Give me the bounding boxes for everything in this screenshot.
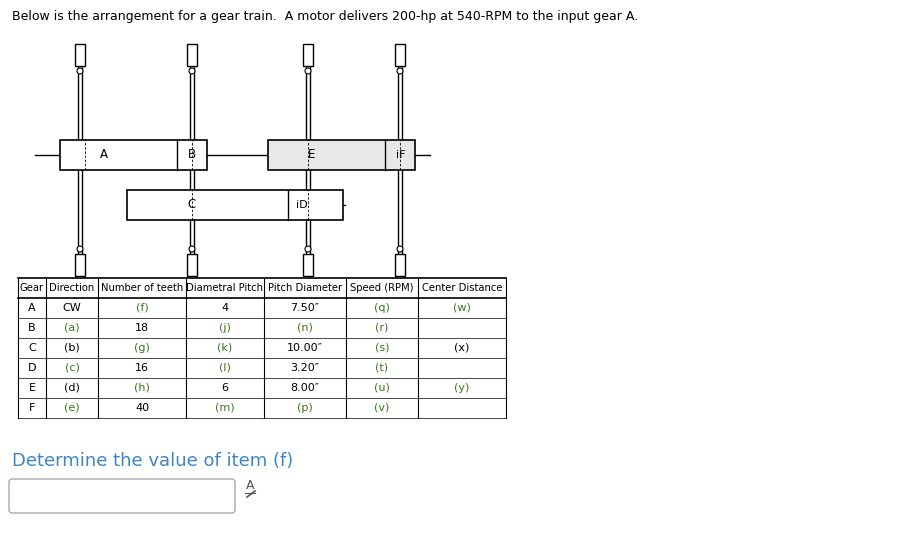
Text: (l): (l) — [219, 363, 231, 373]
Bar — [395, 254, 405, 276]
Text: (r): (r) — [376, 323, 388, 333]
Bar — [60, 140, 207, 170]
Text: D: D — [28, 363, 36, 373]
Text: Gear: Gear — [20, 283, 44, 293]
Text: (j): (j) — [219, 323, 231, 333]
Circle shape — [189, 68, 195, 74]
Text: (u): (u) — [374, 383, 390, 393]
Text: Speed (RPM): Speed (RPM) — [350, 283, 414, 293]
Text: F: F — [29, 403, 35, 413]
FancyBboxPatch shape — [9, 479, 235, 513]
Text: 6: 6 — [222, 383, 229, 393]
Text: (t): (t) — [376, 363, 388, 373]
Text: (e): (e) — [64, 403, 80, 413]
Text: (m): (m) — [215, 403, 235, 413]
Circle shape — [397, 246, 403, 252]
Text: Determine the value of item (f): Determine the value of item (f) — [12, 452, 293, 470]
Bar — [187, 44, 197, 66]
Text: 7.50″: 7.50″ — [290, 303, 320, 313]
Circle shape — [77, 246, 83, 252]
Text: iF: iF — [396, 150, 405, 160]
Text: (b): (b) — [64, 343, 80, 353]
Bar — [395, 44, 405, 66]
Bar — [303, 44, 313, 66]
Text: 18: 18 — [135, 323, 149, 333]
Text: (s): (s) — [375, 343, 389, 353]
Text: (p): (p) — [297, 403, 313, 413]
Text: E: E — [29, 383, 35, 393]
Circle shape — [305, 246, 311, 252]
Bar — [75, 254, 85, 276]
Text: (n): (n) — [297, 323, 313, 333]
Text: B: B — [28, 323, 36, 333]
Text: 3.20″: 3.20″ — [290, 363, 320, 373]
Text: A: A — [28, 303, 36, 313]
Text: (y): (y) — [454, 383, 469, 393]
Text: Number of teeth: Number of teeth — [101, 283, 183, 293]
Text: E: E — [308, 148, 315, 161]
Text: iD: iD — [296, 200, 307, 210]
Text: 40: 40 — [135, 403, 149, 413]
Text: (a): (a) — [64, 323, 80, 333]
Text: (d): (d) — [64, 383, 80, 393]
Text: C: C — [187, 199, 196, 211]
Text: (v): (v) — [374, 403, 390, 413]
Circle shape — [397, 68, 403, 74]
Text: (g): (g) — [134, 343, 150, 353]
Text: 8.00″: 8.00″ — [290, 383, 320, 393]
Text: Pitch Diameter: Pitch Diameter — [268, 283, 342, 293]
Text: 4: 4 — [222, 303, 229, 313]
Bar — [303, 254, 313, 276]
Bar — [268, 140, 415, 170]
Text: (f): (f) — [136, 303, 149, 313]
Circle shape — [77, 68, 83, 74]
Bar — [75, 44, 85, 66]
Text: 16: 16 — [135, 363, 149, 373]
Text: (c): (c) — [65, 363, 79, 373]
Text: A: A — [246, 479, 254, 492]
Text: Diametral Pitch: Diametral Pitch — [187, 283, 263, 293]
Circle shape — [189, 246, 195, 252]
Text: A: A — [100, 148, 108, 161]
Text: Below is the arrangement for a gear train.  A motor delivers 200-hp at 540-RPM t: Below is the arrangement for a gear trai… — [12, 10, 638, 23]
Text: 10.00″: 10.00″ — [287, 343, 323, 353]
Circle shape — [305, 68, 311, 74]
Text: Direction: Direction — [50, 283, 95, 293]
Text: (w): (w) — [453, 303, 471, 313]
Text: B: B — [188, 148, 196, 161]
Text: (x): (x) — [454, 343, 469, 353]
Text: C: C — [28, 343, 36, 353]
Bar — [127, 190, 343, 220]
Text: (k): (k) — [217, 343, 232, 353]
Text: Center Distance: Center Distance — [422, 283, 502, 293]
Bar — [187, 254, 197, 276]
Text: CW: CW — [63, 303, 81, 313]
Text: (q): (q) — [374, 303, 390, 313]
Text: (h): (h) — [134, 383, 150, 393]
